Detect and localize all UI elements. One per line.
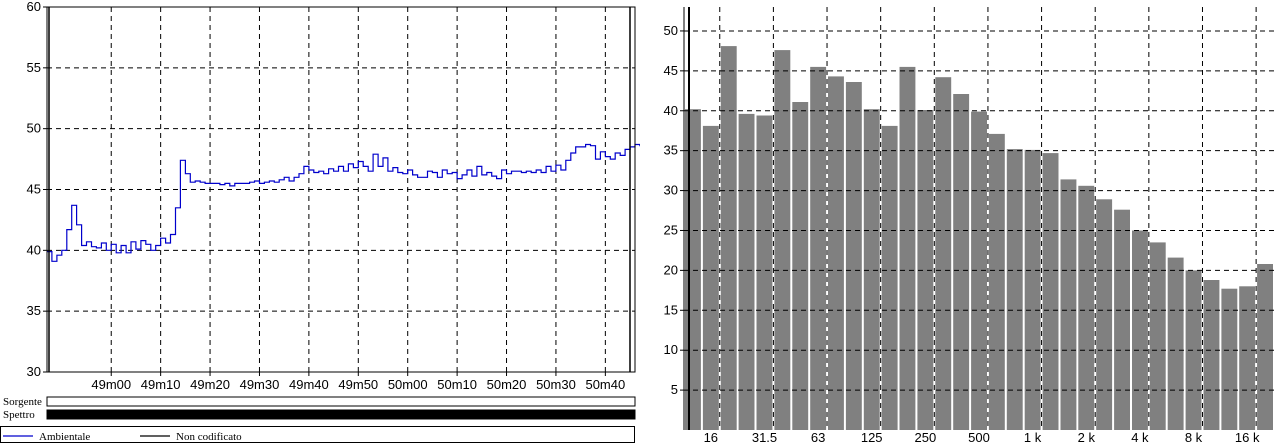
time-history-grid: [47, 7, 635, 372]
x-tick-label: 16: [704, 430, 718, 443]
legend-label: Non codificato: [176, 431, 242, 443]
y-tick-label: 50: [664, 23, 678, 38]
marker-row-bar[interactable]: [46, 409, 636, 420]
spectrum-bar: [1006, 149, 1023, 430]
spectrum-chart: 5 10 15 20 25 30 35 40 45 50 16 31.5 63 125 250 500 1 k…: [664, 7, 1274, 443]
spectrum-bar: [792, 102, 809, 430]
spectrum-bar: [988, 133, 1005, 430]
spectrum-bar: [1096, 199, 1113, 430]
y-tick-label: 45: [27, 182, 41, 197]
x-tick-label: 50m30: [536, 377, 576, 392]
x-tick-label: 49m40: [289, 377, 329, 392]
spectrum-x-axis: 16 31.5 63 125 250 500 1 k 2 k 4 k 8 k 16 k: [704, 430, 1260, 443]
x-tick-label: 50m00: [388, 377, 428, 392]
x-tick-label: 49m20: [190, 377, 230, 392]
marker-row-label: Spettro: [3, 409, 35, 421]
x-tick-label: 4 k: [1131, 430, 1149, 443]
y-tick-label: 45: [664, 63, 678, 78]
legend: Ambientale Non codificato: [0, 426, 635, 443]
spectrum-bar: [1042, 153, 1059, 430]
x-tick-label: 50m20: [487, 377, 527, 392]
y-tick-label: 20: [664, 262, 678, 277]
x-tick-label: 49m00: [91, 377, 131, 392]
y-tick-label: 55: [27, 60, 41, 75]
x-tick-label: 8 k: [1185, 430, 1203, 443]
x-tick-label: 63: [811, 430, 825, 443]
spectrum-bar: [881, 125, 898, 431]
time-history-plot-frame: [46, 6, 636, 373]
x-tick-label: 2 k: [1078, 430, 1096, 443]
x-tick-label: 49m10: [141, 377, 181, 392]
spectrum-bar: [1024, 149, 1041, 430]
spectrum-bar: [1221, 288, 1238, 430]
spectrum-bar: [702, 125, 719, 431]
y-tick-label: 30: [27, 364, 41, 379]
y-tick-label: 50: [27, 121, 41, 136]
ambientale-series-line: [47, 143, 640, 262]
time-history-y-axis: 30 35 40 45 50 55 60: [27, 0, 47, 379]
y-tick-label: 40: [27, 242, 41, 257]
x-tick-label: 49m50: [338, 377, 378, 392]
spectrum-bar: [685, 109, 701, 430]
spectrum-bar: [774, 50, 791, 430]
spectrum-bar: [935, 77, 952, 430]
spectrum-bar: [1132, 230, 1148, 430]
spectrum-bar: [1060, 179, 1077, 430]
spectrum-bar: [828, 76, 844, 431]
y-tick-label: 35: [27, 303, 41, 318]
y-tick-label: 25: [664, 222, 678, 237]
legend-label: Ambientale: [39, 431, 90, 443]
spectrum-bar: [1149, 242, 1166, 430]
spectrum-bar: [756, 115, 773, 430]
spectrum-bar: [863, 109, 880, 430]
y-tick-label: 60: [27, 0, 41, 14]
spectrum-grid: [684, 7, 1274, 430]
y-tick-label: 10: [664, 342, 678, 357]
spectrum-bar: [1167, 257, 1184, 430]
x-tick-label: 49m30: [240, 377, 280, 392]
y-tick-label: 15: [664, 302, 678, 317]
spectrum-bar: [720, 46, 737, 430]
marker-row-label: Sorgente: [3, 396, 42, 408]
spectrum-bars: [685, 46, 1273, 431]
spectrum-bar: [1114, 209, 1130, 430]
time-history-chart: 30 35 40 45 50 55 60 49m00 49m10 49m20 49m30 49m40…: [0, 0, 640, 443]
spectrum-bar: [810, 66, 827, 431]
spectrum-bar: [738, 113, 755, 431]
marker-row-bar[interactable]: [46, 396, 636, 407]
spectrum-bar: [1078, 185, 1095, 430]
x-tick-label: 50m40: [585, 377, 625, 392]
spectrum-bar: [953, 94, 970, 430]
x-tick-label: 1 k: [1024, 430, 1042, 443]
legend-frame: [0, 426, 635, 443]
x-tick-label: 500: [968, 430, 990, 443]
y-tick-label: 35: [664, 143, 678, 158]
y-tick-label: 40: [664, 103, 678, 118]
spectrum-y-axis: 5 10 15 20 25 30 35 40 45 50: [664, 23, 684, 397]
spectrum-bar: [845, 82, 862, 430]
x-tick-label: 125: [861, 430, 883, 443]
time-history-x-axis: 49m00 49m10 49m20 49m30 49m40 49m50 50m00 50m10…: [91, 372, 625, 392]
x-tick-label: 50m10: [437, 377, 477, 392]
x-tick-label: 31.5: [752, 430, 777, 443]
x-tick-label: 16 k: [1235, 430, 1260, 443]
spectrum-bar: [899, 66, 916, 431]
y-tick-label: 30: [664, 183, 678, 198]
spectrum-bar: [1257, 264, 1273, 430]
spectrum-bar: [1203, 280, 1220, 430]
spectrum-bar: [1239, 286, 1256, 430]
x-tick-label: 250: [915, 430, 937, 443]
y-tick-label: 5: [671, 382, 678, 397]
